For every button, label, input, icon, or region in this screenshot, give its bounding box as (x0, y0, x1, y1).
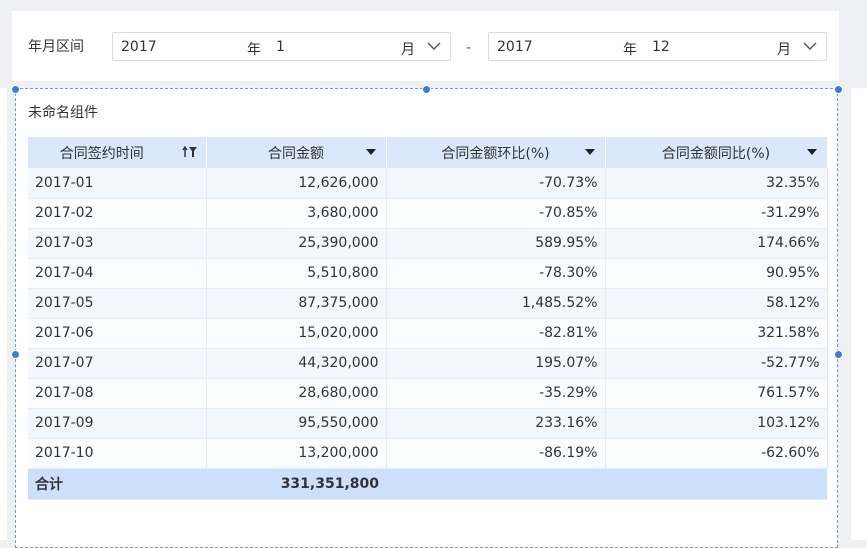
amount-cell: 3,680,000 (206, 198, 387, 229)
table-widget[interactable]: 未命名组件 合同签约时间 合同金额 (15, 88, 838, 548)
table-row: 2017-10 13,200,000 -86.19% -62.60% (28, 438, 828, 469)
total-row: 合计 331,351,800 (28, 468, 827, 500)
range-separator: - (466, 40, 472, 56)
total-amount: 331,351,800 (206, 468, 386, 500)
date-cell: 2017-03 (28, 228, 207, 259)
mom-cell: -70.73% (386, 168, 606, 199)
table-row: 2017-06 15,020,000 -82.81% 321.58% (28, 318, 828, 349)
yoy-cell: 90.95% (605, 258, 828, 289)
amount-cell: 25,390,000 (206, 228, 387, 259)
amount-cell: 44,320,000 (206, 348, 387, 379)
column-header-amount[interactable]: 合同金额 (206, 137, 387, 168)
resize-handle-top-left[interactable] (11, 85, 20, 94)
dropdown-triangle-icon[interactable] (583, 145, 597, 159)
yoy-cell: 174.66% (605, 228, 828, 259)
filter-label: 年月区间 (28, 39, 84, 55)
total-label: 合计 (28, 468, 206, 500)
mom-cell: -82.81% (386, 318, 606, 349)
table-row: 2017-09 95,550,000 233.16% 103.12% (28, 408, 828, 439)
column-header-yoy[interactable]: 合同金额同比(%) (605, 137, 828, 168)
mom-cell: -78.30% (386, 258, 606, 289)
date-cell: 2017-09 (28, 408, 207, 439)
table-header-row: 合同签约时间 合同金额 合同金额环比(%) (28, 137, 828, 168)
dropdown-triangle-icon[interactable] (805, 145, 819, 159)
date-cell: 2017-07 (28, 348, 207, 379)
resize-handle-top-right[interactable] (834, 85, 843, 94)
date-cell: 2017-04 (28, 258, 207, 289)
end-month-value: 12 (652, 39, 670, 55)
date-cell: 2017-06 (28, 318, 207, 349)
yoy-cell: 103.12% (605, 408, 828, 439)
table-row: 2017-02 3,680,000 -70.85% -31.29% (28, 198, 828, 229)
table-row: 2017-05 87,375,000 1,485.52% 58.12% (28, 288, 828, 319)
amount-cell: 28,680,000 (206, 378, 387, 409)
yoy-cell: -62.60% (605, 438, 828, 469)
end-year-unit: 年 (623, 42, 637, 58)
canvas-margin-right (851, 88, 867, 540)
mom-cell: 195.07% (386, 348, 606, 379)
chevron-down-icon[interactable] (426, 39, 442, 53)
date-cell: 2017-10 (28, 438, 207, 469)
date-cell: 2017-05 (28, 288, 207, 319)
resize-handle-right[interactable] (834, 350, 843, 359)
yoy-cell: -31.29% (605, 198, 828, 229)
amount-cell: 15,020,000 (206, 318, 387, 349)
resize-handle-left[interactable] (11, 350, 20, 359)
date-cell: 2017-01 (28, 168, 207, 199)
amount-cell: 87,375,000 (206, 288, 387, 319)
start-date-select[interactable]: 2017 年 1 月 (112, 32, 451, 61)
column-header-label: 合同金额 (268, 145, 324, 162)
column-header-mom[interactable]: 合同金额环比(%) (386, 137, 606, 168)
start-year-value: 2017 (121, 39, 157, 55)
yoy-cell: 321.58% (605, 318, 828, 349)
yoy-cell: -52.77% (605, 348, 828, 379)
data-table: 合同签约时间 合同金额 合同金额环比(%) (28, 137, 828, 500)
resize-handle-top[interactable] (422, 85, 431, 94)
amount-cell: 5,510,800 (206, 258, 387, 289)
mom-cell: -35.29% (386, 378, 606, 409)
canvas-margin-left (0, 88, 7, 540)
amount-cell: 95,550,000 (206, 408, 387, 439)
column-header-label: 合同金额环比(%) (441, 145, 550, 162)
end-date-select[interactable]: 2017 年 12 月 (488, 32, 827, 61)
mom-cell: -86.19% (386, 438, 606, 469)
column-header-label: 合同签约时间 (59, 145, 144, 162)
dropdown-triangle-icon[interactable] (364, 145, 378, 159)
column-header-date[interactable]: 合同签约时间 (28, 137, 207, 168)
yoy-cell: 58.12% (605, 288, 828, 319)
start-year-unit: 年 (247, 42, 261, 58)
date-cell: 2017-02 (28, 198, 207, 229)
mom-cell: 233.16% (386, 408, 606, 439)
widget-title: 未命名组件 (28, 105, 98, 121)
mom-cell: 1,485.52% (386, 288, 606, 319)
total-yoy (605, 468, 827, 500)
amount-cell: 13,200,000 (206, 438, 387, 469)
end-year-value: 2017 (497, 39, 533, 55)
total-mom (386, 468, 605, 500)
column-header-label: 合同金额同比(%) (661, 145, 771, 162)
table-row: 2017-04 5,510,800 -78.30% 90.95% (28, 258, 828, 289)
start-month-unit: 月 (401, 42, 415, 58)
chevron-down-icon[interactable] (802, 39, 818, 53)
end-month-unit: 月 (777, 42, 791, 58)
mom-cell: 589.95% (386, 228, 606, 259)
table-row: 2017-07 44,320,000 195.07% -52.77% (28, 348, 828, 379)
table-row: 2017-08 28,680,000 -35.29% 761.57% (28, 378, 828, 409)
date-range-filter: 年月区间 2017 年 1 月 - 2017 年 12 月 (12, 11, 839, 81)
date-cell: 2017-08 (28, 378, 207, 409)
amount-cell: 12,626,000 (206, 168, 387, 199)
yoy-cell: 761.57% (605, 378, 828, 409)
start-month-value: 1 (276, 39, 285, 55)
mom-cell: -70.85% (386, 198, 606, 229)
table-row: 2017-03 25,390,000 589.95% 174.66% (28, 228, 828, 259)
yoy-cell: 32.35% (605, 168, 828, 199)
sort-filter-icon[interactable] (181, 145, 198, 159)
table-row: 2017-01 12,626,000 -70.73% 32.35% (28, 168, 828, 199)
